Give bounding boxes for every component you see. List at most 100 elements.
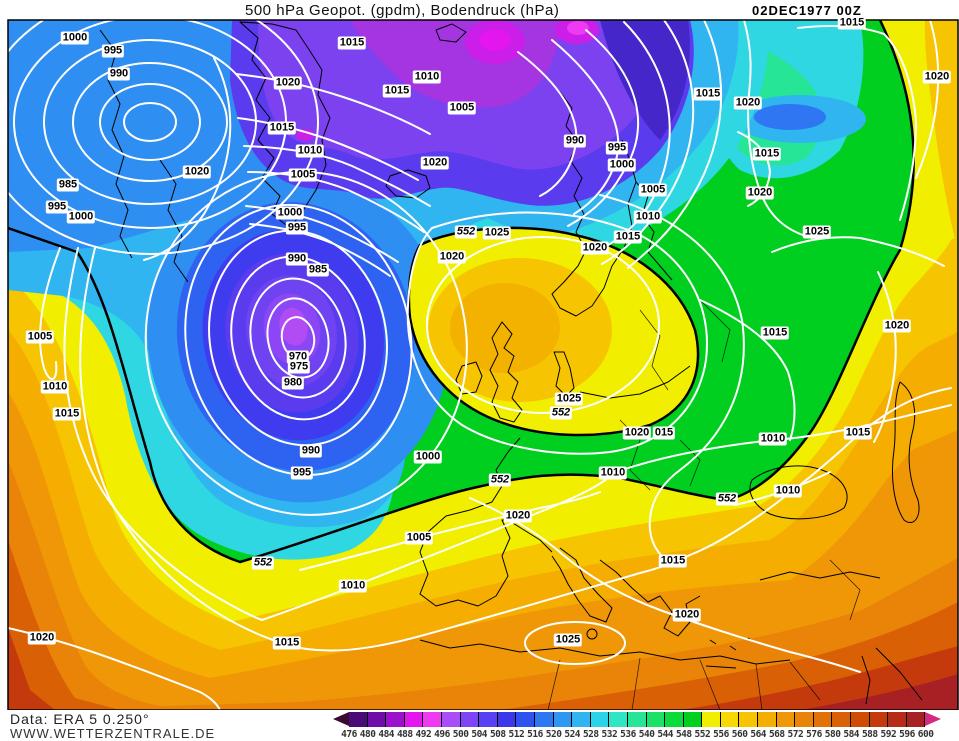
colorbar-tick: 556	[713, 729, 729, 740]
isobar-label: 1020	[580, 241, 610, 255]
colorbar-tick: 548	[675, 729, 692, 740]
isobar-label: 1020	[733, 96, 763, 110]
colorbar-tick: 512	[508, 729, 525, 740]
isobar-label: 995	[605, 141, 629, 155]
colorbar-tick: 576	[806, 729, 822, 740]
isobar-label: 1005	[288, 168, 318, 182]
colorbar-tick: 544	[657, 729, 674, 740]
colorbar-segment	[590, 712, 610, 727]
isobar-label: 1020	[420, 156, 450, 170]
colorbar-tick: 560	[731, 729, 748, 740]
isobar-label: 995	[45, 200, 69, 214]
isobar-contours	[8, 20, 952, 710]
isobar-label: 1015	[267, 121, 297, 135]
colorbar-segment	[665, 712, 684, 727]
isobar-label: 1025	[553, 633, 583, 647]
isobar-label: 1010	[40, 380, 70, 394]
isobar-label: 1025	[482, 226, 512, 240]
map-title: 500 hPa Geopot. (gpdm), Bodendruck (hPa)	[245, 2, 560, 19]
colorbar-segment	[627, 712, 647, 727]
colorbar-segment	[423, 712, 442, 727]
isobar-label: 1015	[760, 326, 790, 340]
isobar-label: 990	[285, 252, 309, 266]
isobar-label: 995	[285, 221, 309, 235]
isobar-label: 1015	[752, 147, 782, 161]
isobar-label: 1020	[273, 76, 303, 90]
colorbar-tick: 480	[359, 729, 376, 740]
colorbar-tick: 476	[341, 729, 357, 740]
colorbar-segment	[553, 712, 573, 727]
isobar-label: 1015	[382, 84, 412, 98]
isobar-label: 990	[563, 134, 587, 148]
isobar-label: 1025	[802, 225, 832, 239]
colorbar-tick: 532	[601, 729, 618, 740]
colorbar-tick: 540	[638, 729, 655, 740]
geopotential-fill-layer	[8, 20, 958, 710]
geopotential-552-contour	[8, 20, 915, 564]
isobar-label: 1000	[607, 158, 637, 172]
colorbar-segment	[349, 712, 368, 727]
colorbar-segment	[869, 712, 889, 727]
geopotential-label: 552	[715, 492, 739, 506]
geopotential-colorbar	[333, 712, 942, 727]
colorbar-segment	[739, 712, 759, 727]
colorbar-tick: 520	[545, 729, 562, 740]
isobar-label: 1015	[693, 87, 723, 101]
data-source-text: Data: ERA 5 0.250°	[10, 711, 150, 727]
colorbar-tick: 584	[843, 729, 860, 740]
colorbar-segment	[646, 712, 666, 727]
colorbar-segment	[906, 712, 926, 727]
colorbar-segment	[702, 712, 721, 727]
footer-bar: Data: ERA 5 0.250° WWW.WETTERZENTRALE.DE…	[0, 710, 959, 741]
colorbar-tick: 496	[434, 729, 450, 740]
colorbar-tick: 516	[527, 729, 543, 740]
colorbar-tick: 504	[471, 729, 488, 740]
colorbar-segment	[851, 712, 870, 727]
colorbar-tick: 600	[917, 729, 934, 740]
website-text: WWW.WETTERZENTRALE.DE	[10, 726, 216, 741]
isobar-label: 1025	[554, 392, 584, 406]
colorbar-segment	[776, 712, 796, 727]
isobar-label: 1000	[60, 31, 90, 45]
isobar-label: 1020	[622, 426, 652, 440]
isobar-label: 1020	[745, 186, 775, 200]
geopotential-label: 552	[549, 406, 573, 420]
colorbar-segment	[813, 712, 833, 727]
colorbar-tick: 580	[824, 729, 841, 740]
colorbar-tick: 588	[861, 729, 878, 740]
isobar-label: 1015	[337, 36, 367, 50]
isobar-label: 990	[299, 444, 323, 458]
colorbar-tick: 500	[452, 729, 469, 740]
colorbar-tick: 572	[787, 729, 804, 740]
colorbar-tick: 492	[415, 729, 432, 740]
isobar-label: 1015	[837, 16, 867, 30]
isobar-label: 1020	[182, 165, 212, 179]
isobar-label: 1005	[447, 101, 477, 115]
isobar-label: 1010	[773, 484, 803, 498]
isobar-label: 1015	[658, 554, 688, 568]
isobar-label: 985	[56, 178, 80, 192]
colorbar-segment	[572, 712, 591, 727]
colorbar-tick: 568	[768, 729, 785, 740]
isobar-label: 1020	[922, 70, 952, 84]
isobar-label: 015	[652, 426, 676, 440]
colorbar-segment	[534, 712, 554, 727]
isobar-label: 1000	[413, 450, 443, 464]
isobar-label: 970	[286, 350, 310, 364]
isobar-label: 1000	[275, 206, 305, 220]
colorbar-segment	[497, 712, 517, 727]
isobar-label: 990	[107, 67, 131, 81]
isobar-label: 1005	[25, 330, 55, 344]
colorbar-arrow-right	[925, 712, 942, 726]
colorbar-segment	[888, 712, 907, 727]
colorbar-tick: 592	[880, 729, 897, 740]
isobar-label: 1005	[404, 531, 434, 545]
isobar-label: 995	[101, 44, 125, 58]
isobar-label: 1010	[295, 144, 325, 158]
isobar-label: 1010	[598, 466, 628, 480]
isobar-label: 995	[290, 466, 314, 480]
colorbar-segment	[386, 712, 405, 727]
colorbar-tick: 552	[694, 729, 711, 740]
